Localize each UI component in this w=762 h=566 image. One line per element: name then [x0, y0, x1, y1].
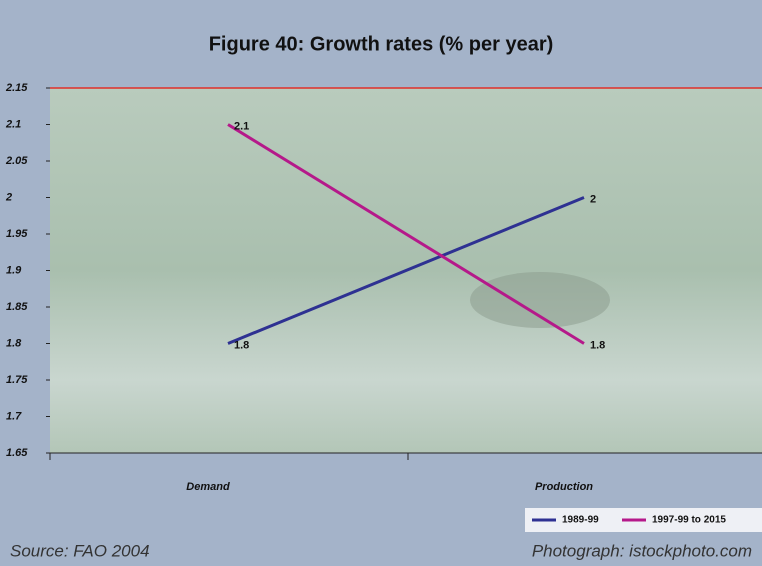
y-tick-label: 1.7: [6, 410, 22, 422]
series-line: [227, 123, 585, 345]
y-tick-label: 2.1: [5, 118, 21, 130]
photo-credit: Photograph: istockphoto.com: [532, 541, 752, 560]
y-tick-label: 2: [5, 191, 12, 203]
y-tick-label: 1.75: [6, 374, 28, 386]
data-label: 1.8: [234, 339, 249, 351]
y-tick-label: 2.05: [5, 155, 28, 167]
y-tick-label: 1.9: [6, 264, 22, 276]
photo-detail: [470, 272, 610, 328]
data-label: 1.8: [590, 339, 605, 351]
y-tick-label: 1.65: [6, 447, 28, 459]
data-label: 2.1: [234, 120, 249, 132]
series-line: [227, 196, 585, 345]
data-label: 2: [590, 193, 596, 205]
y-tick-label: 1.8: [6, 337, 22, 349]
y-tick-label: 2.15: [5, 82, 28, 94]
y-tick-label: 1.85: [6, 301, 28, 313]
chart-title: Figure 40: Growth rates (% per year): [209, 33, 554, 55]
source-note: Source: FAO 2004: [10, 541, 150, 560]
legend-label: 1997-99 to 2015: [652, 515, 726, 526]
x-tick-label: Production: [535, 481, 593, 493]
x-tick-label: Demand: [186, 481, 230, 493]
legend-label: 1989-99: [562, 515, 599, 526]
y-tick-label: 1.95: [6, 228, 28, 240]
